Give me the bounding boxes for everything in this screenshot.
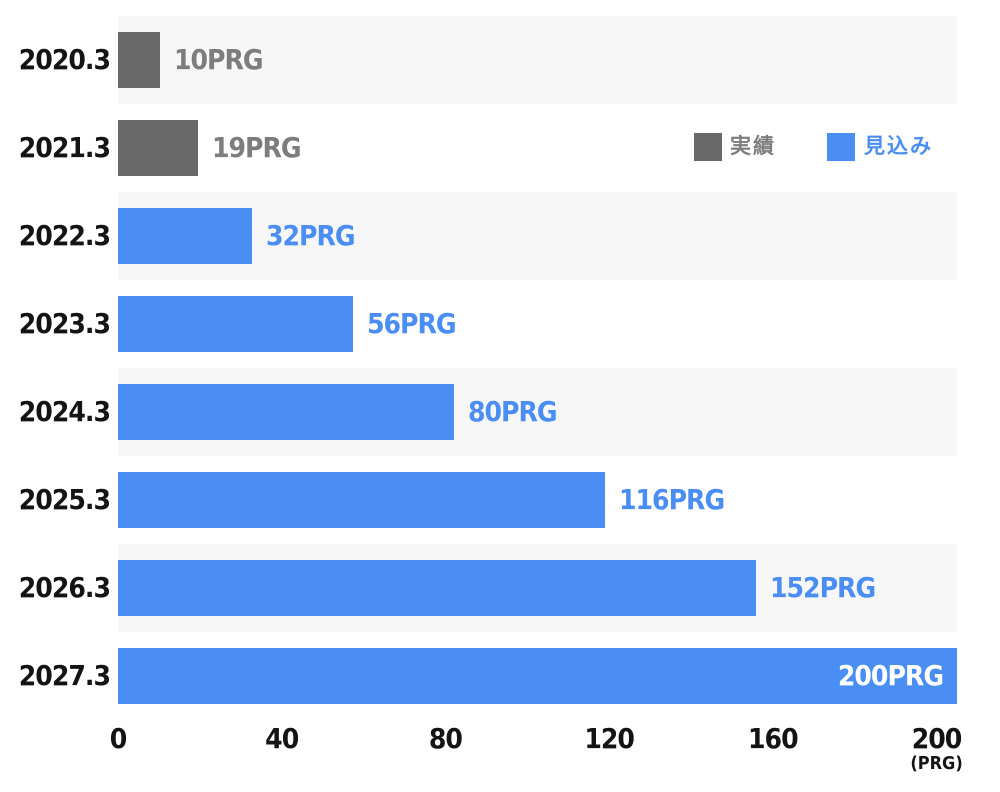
value-label: 116PRG (619, 483, 725, 516)
year-label: 2020.3 (18, 43, 111, 76)
chart-row: 2026.3 152PRG (0, 544, 1000, 632)
chart-row: 2023.3 56PRG (0, 280, 1000, 368)
x-tick-label: 200 (911, 722, 963, 755)
value-label: 10PRG (174, 43, 264, 76)
actual-bar (118, 32, 160, 88)
actual-bar (118, 120, 198, 176)
x-tick-label: 80 (428, 722, 463, 755)
year-label: 2024.3 (18, 395, 111, 428)
year-label: 2023.3 (18, 307, 111, 340)
year-label: 2022.3 (18, 219, 111, 252)
legend-actual-label: 実績 (730, 135, 776, 158)
forecast-bar (118, 208, 252, 264)
forecast-bar (118, 648, 957, 704)
x-tick-label: 0 (109, 722, 128, 755)
x-tick-label: 120 (584, 722, 635, 755)
chart-row: 2027.3 200PRG (0, 632, 1000, 720)
row-band (118, 16, 957, 104)
legend-actual-swatch (694, 133, 722, 161)
year-label: 2021.3 (18, 131, 111, 164)
x-tick-label: 160 (748, 722, 799, 755)
year-label: 2026.3 (18, 571, 111, 604)
x-tick-label: 40 (265, 722, 299, 755)
chart-row: 2024.3 80PRG (0, 368, 1000, 456)
forecast-bar (118, 296, 353, 352)
chart-row: 2020.3 10PRG (0, 16, 1000, 104)
chart-row: 2022.3 32PRG (0, 192, 1000, 280)
value-label: 19PRG (212, 131, 302, 164)
value-label: 32PRG (266, 219, 356, 252)
forecast-bar (118, 384, 454, 440)
year-label: 2027.3 (18, 659, 111, 692)
x-axis-unit-label: (PRG) (910, 753, 963, 774)
year-label: 2025.3 (18, 483, 111, 516)
row-band (118, 192, 957, 280)
chart-row: 2021.3 19PRG (0, 104, 1000, 192)
chart-row: 2025.3 116PRG (0, 456, 1000, 544)
legend-forecast-swatch (827, 133, 855, 161)
forecast-bar (118, 472, 605, 528)
value-label: 56PRG (367, 307, 457, 340)
value-label: 200PRG (837, 659, 944, 692)
value-label: 80PRG (468, 395, 558, 428)
forecast-bar (118, 560, 756, 616)
value-label: 152PRG (770, 571, 876, 604)
legend-forecast-label: 見込み (864, 135, 933, 158)
